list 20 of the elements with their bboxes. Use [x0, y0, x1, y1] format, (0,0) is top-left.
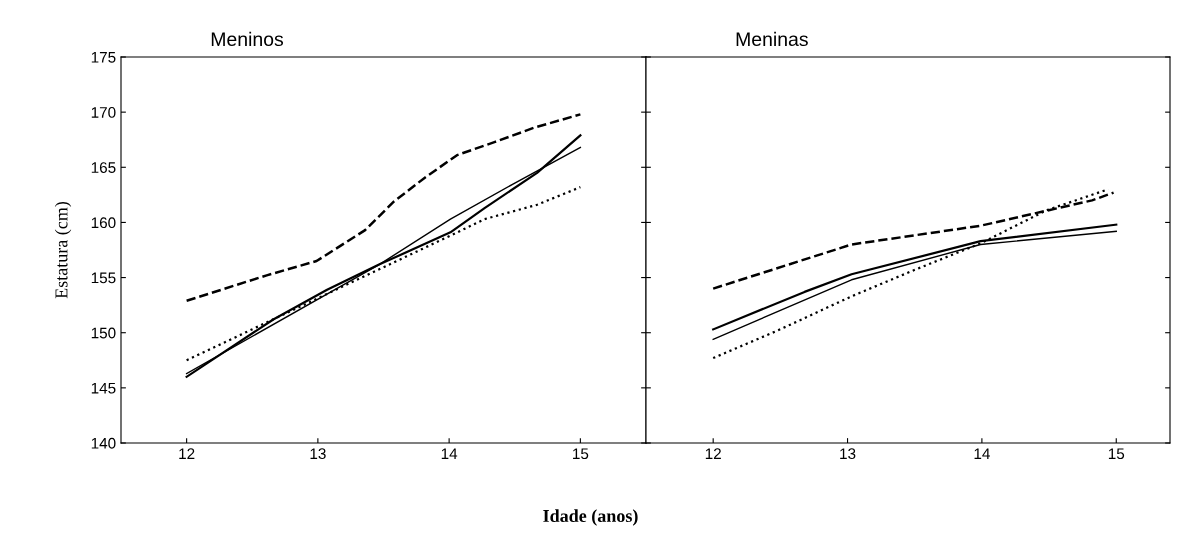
y-tick-label: 140 [91, 437, 116, 449]
x-tick-label: 14 [441, 448, 458, 459]
y-tick-label: 165 [91, 162, 116, 173]
x-tick-label: 14 [974, 448, 990, 459]
y-tick-label: 150 [91, 327, 116, 339]
x-tick-label: 12 [179, 448, 195, 459]
x-tick-label: 13 [840, 448, 856, 460]
x-tick-label: 13 [310, 448, 326, 460]
x-tick-label: 15 [573, 448, 589, 460]
y-tick-label: 170 [91, 107, 116, 118]
chart-title: Meninas [736, 31, 808, 47]
x-tick-label: 15 [1108, 448, 1125, 460]
y-tick-label: 160 [91, 217, 116, 229]
y-tick-label: 145 [91, 382, 116, 394]
chart-title: Meninos [211, 31, 284, 47]
x-tick-label: 12 [705, 448, 721, 459]
y-tick-label: 175 [91, 52, 116, 63]
y-axis-title: Estatura (cm) [54, 201, 72, 299]
x-axis-title: Idade (anos) [543, 509, 638, 526]
y-tick-label: 155 [91, 272, 116, 284]
